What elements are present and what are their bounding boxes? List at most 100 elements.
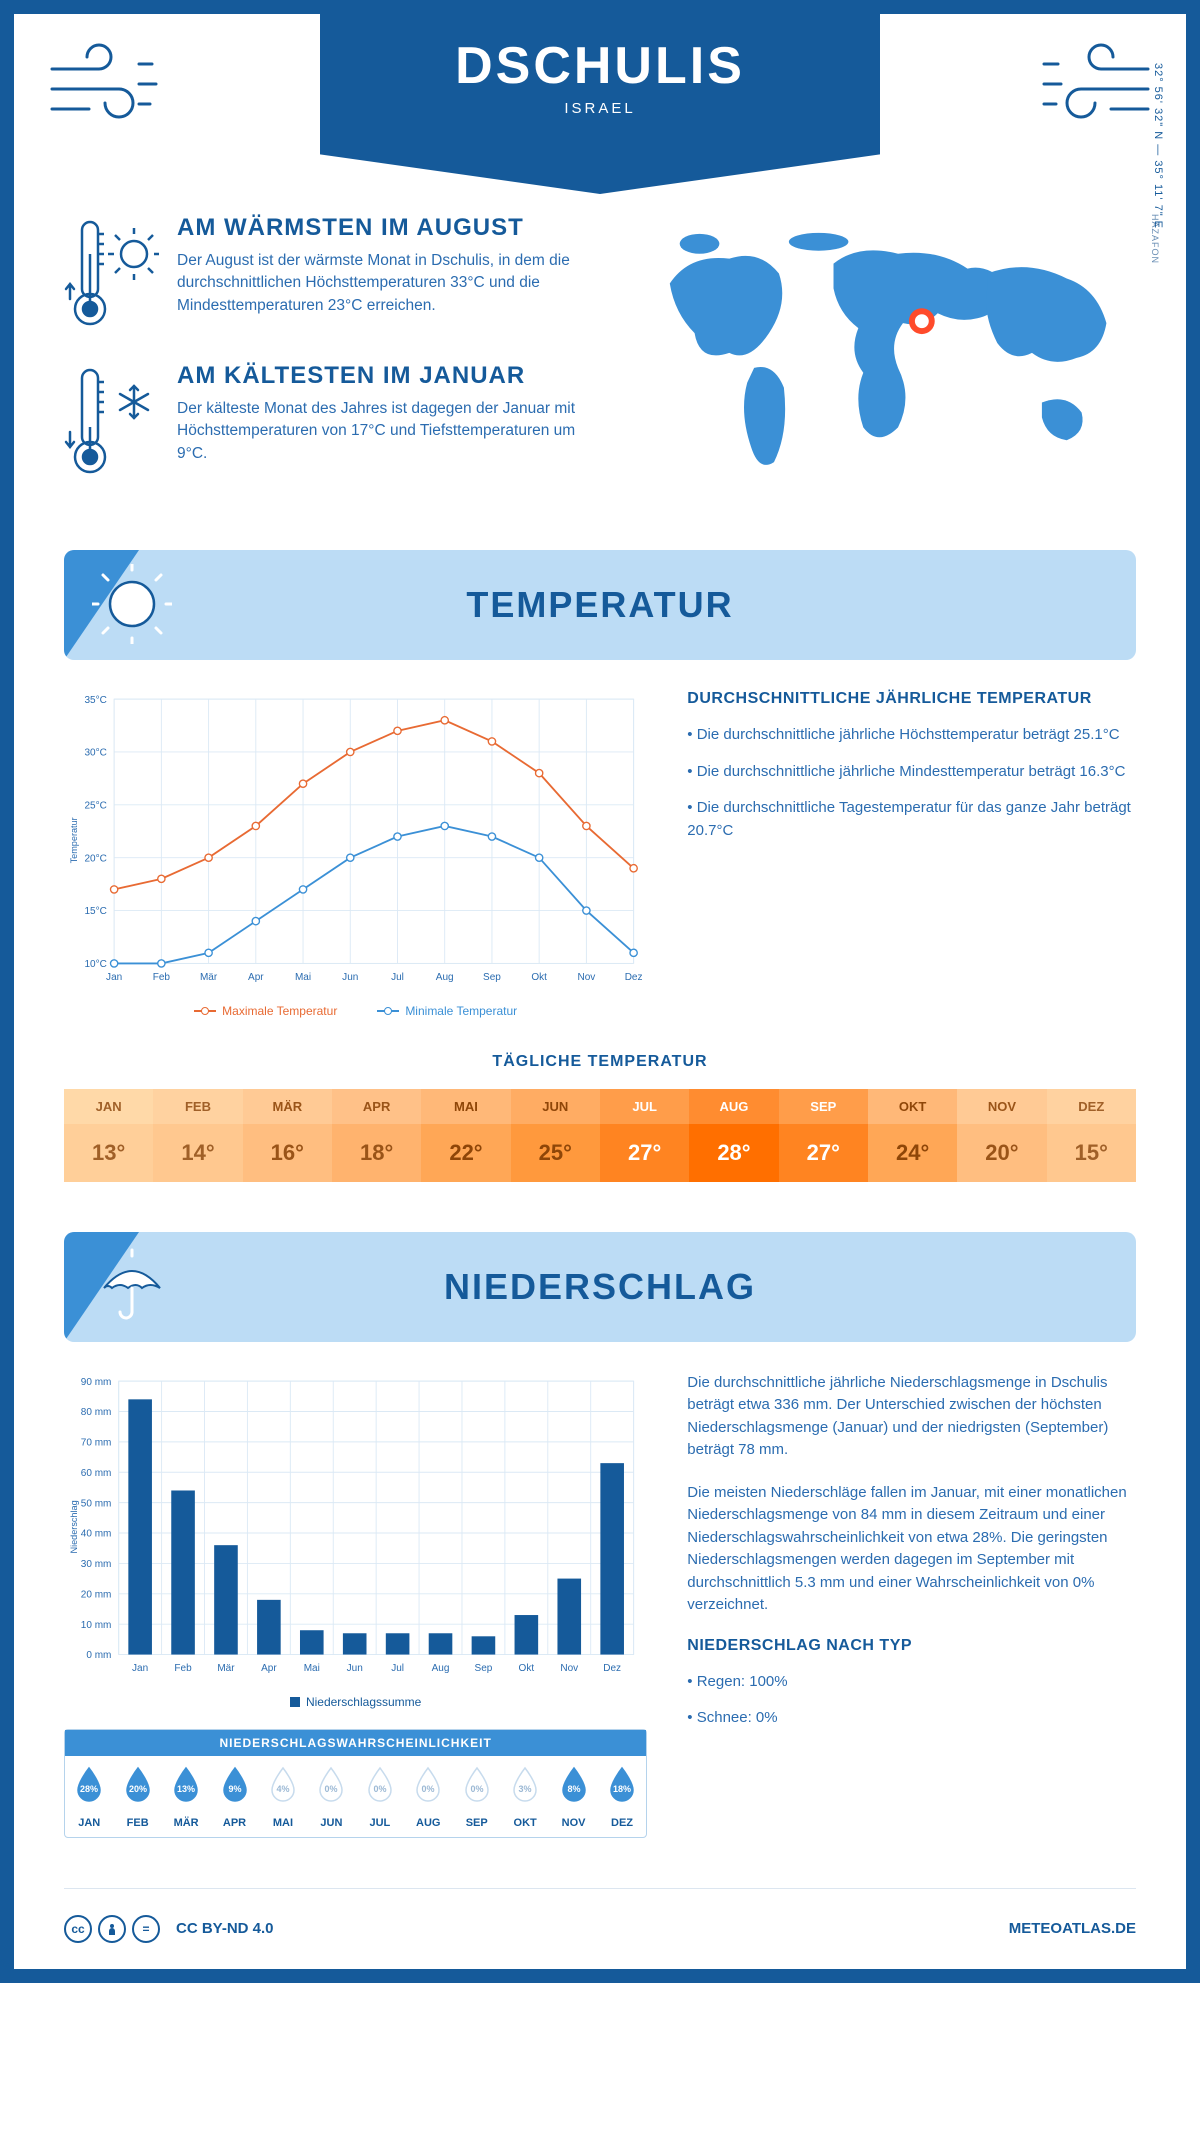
- svg-text:8%: 8%: [567, 1784, 580, 1794]
- drop-icon: 3%: [511, 1766, 539, 1802]
- svg-text:Dez: Dez: [603, 1663, 621, 1674]
- probability-title: NIEDERSCHLAGSWAHRSCHEINLICHKEIT: [65, 1730, 646, 1756]
- svg-text:Dez: Dez: [625, 972, 643, 983]
- prob-cell: 0% AUG: [404, 1756, 452, 1837]
- temp-cell-value: 25°: [511, 1124, 600, 1182]
- svg-text:18%: 18%: [613, 1784, 631, 1794]
- temp-cell-value: 27°: [600, 1124, 689, 1182]
- temp-cell-month: NOV: [957, 1089, 1046, 1124]
- type-bullet: • Regen: 100%: [687, 1671, 1136, 1694]
- precip-legend: Niederschlagssumme: [64, 1695, 647, 1709]
- prob-cell: 28% JAN: [65, 1756, 113, 1837]
- prob-month: NOV: [549, 1817, 597, 1829]
- drop-icon: 0%: [414, 1766, 442, 1802]
- temp-cell-value: 27°: [779, 1124, 868, 1182]
- prob-month: JUN: [307, 1817, 355, 1829]
- drop-icon: 18%: [608, 1766, 636, 1802]
- thermometer-snow-icon: [64, 362, 159, 482]
- svg-text:25°C: 25°C: [84, 800, 106, 811]
- svg-text:4%: 4%: [276, 1784, 289, 1794]
- precip-title: NIEDERSCHLAG: [444, 1266, 756, 1308]
- svg-text:Okt: Okt: [531, 972, 547, 983]
- coords-label: 32° 56' 32" N — 35° 11' 7" E: [1152, 63, 1164, 229]
- temp-cell: JUN25°: [511, 1089, 600, 1182]
- prob-month: MAI: [259, 1817, 307, 1829]
- drop-icon: 13%: [172, 1766, 200, 1802]
- prob-month: MÄR: [162, 1817, 210, 1829]
- drop-icon: 28%: [75, 1766, 103, 1802]
- page-frame: DSCHULIS ISRAEL: [0, 0, 1200, 1983]
- context-row: AM WÄRMSTEN IM AUGUST Der August ist der…: [14, 194, 1186, 540]
- temp-cell-month: APR: [332, 1089, 421, 1124]
- temp-cell: DEZ15°: [1047, 1089, 1136, 1182]
- info-bullet: • Die durchschnittliche jährliche Mindes…: [687, 761, 1136, 784]
- svg-text:20%: 20%: [129, 1784, 147, 1794]
- license-text: CC BY-ND 4.0: [176, 1920, 274, 1937]
- prob-cell: 18% DEZ: [598, 1756, 646, 1837]
- daily-temp-strip: JAN13°FEB14°MÄR16°APR18°MAI22°JUN25°JUL2…: [64, 1089, 1136, 1182]
- temp-cell-value: 15°: [1047, 1124, 1136, 1182]
- temp-cell-value: 28°: [689, 1124, 778, 1182]
- prob-cell: 3% OKT: [501, 1756, 549, 1837]
- daily-temp-title: TÄGLICHE TEMPERATUR: [14, 1053, 1186, 1071]
- temperature-banner: TEMPERATUR: [64, 550, 1136, 660]
- header: DSCHULIS ISRAEL: [14, 14, 1186, 194]
- svg-text:30°C: 30°C: [84, 748, 106, 759]
- svg-text:Jun: Jun: [342, 972, 358, 983]
- svg-text:9%: 9%: [228, 1784, 241, 1794]
- warmest-heading: AM WÄRMSTEN IM AUGUST: [177, 214, 610, 242]
- temp-info-heading: DURCHSCHNITTLICHE JÄHRLICHE TEMPERATUR: [687, 690, 1136, 708]
- warmest-block: AM WÄRMSTEN IM AUGUST Der August ist der…: [64, 214, 610, 334]
- svg-text:Temperatur: Temperatur: [69, 817, 79, 863]
- prob-cell: 13% MÄR: [162, 1756, 210, 1837]
- prob-month: OKT: [501, 1817, 549, 1829]
- svg-text:Sep: Sep: [475, 1663, 493, 1674]
- temp-cell-value: 16°: [243, 1124, 332, 1182]
- temp-cell: JUL27°: [600, 1089, 689, 1182]
- temp-cell-month: FEB: [153, 1089, 242, 1124]
- legend-min: Minimale Temperatur: [405, 1004, 517, 1018]
- precip-legend-label: Niederschlagssumme: [306, 1695, 421, 1709]
- prob-month: FEB: [113, 1817, 161, 1829]
- wind-icon: [1036, 39, 1156, 129]
- drop-icon: 0%: [463, 1766, 491, 1802]
- prob-month: AUG: [404, 1817, 452, 1829]
- temp-cell-value: 24°: [868, 1124, 957, 1182]
- svg-text:Okt: Okt: [519, 1663, 535, 1674]
- world-map-icon: [640, 214, 1136, 492]
- svg-text:80 mm: 80 mm: [81, 1407, 112, 1418]
- cc-icon: cc: [64, 1915, 92, 1943]
- temperature-row: 10°C15°C20°C25°C30°C35°CJanFebMärAprMaiJ…: [14, 690, 1186, 1018]
- prob-month: JAN: [65, 1817, 113, 1829]
- svg-text:28%: 28%: [80, 1784, 98, 1794]
- temp-cell: AUG28°: [689, 1089, 778, 1182]
- footer: cc = CC BY-ND 4.0 METEOATLAS.DE: [64, 1888, 1136, 1969]
- prob-cell: 4% MAI: [259, 1756, 307, 1837]
- temp-cell-value: 22°: [421, 1124, 510, 1182]
- svg-text:0%: 0%: [422, 1784, 435, 1794]
- drop-icon: 9%: [221, 1766, 249, 1802]
- svg-text:Sep: Sep: [483, 972, 501, 983]
- svg-text:20 mm: 20 mm: [81, 1589, 112, 1600]
- svg-text:Feb: Feb: [153, 972, 171, 983]
- prob-cell: 9% APR: [210, 1756, 258, 1837]
- temp-cell-month: SEP: [779, 1089, 868, 1124]
- drop-icon: 0%: [366, 1766, 394, 1802]
- prob-month: DEZ: [598, 1817, 646, 1829]
- temp-cell-value: 18°: [332, 1124, 421, 1182]
- svg-text:Mär: Mär: [200, 972, 218, 983]
- page-title: DSCHULIS: [320, 36, 880, 96]
- svg-text:Jul: Jul: [391, 1663, 404, 1674]
- temp-cell: APR18°: [332, 1089, 421, 1182]
- coldest-heading: AM KÄLTESTEN IM JANUAR: [177, 362, 610, 390]
- precip-left: 0 mm10 mm20 mm30 mm40 mm50 mm60 mm70 mm8…: [64, 1372, 647, 1838]
- thermometer-sun-icon: [64, 214, 159, 334]
- drop-icon: 0%: [317, 1766, 345, 1802]
- svg-text:Mai: Mai: [304, 1663, 320, 1674]
- temp-cell-month: OKT: [868, 1089, 957, 1124]
- coldest-body: Der kälteste Monat des Jahres ist dagege…: [177, 398, 610, 465]
- svg-text:Nov: Nov: [560, 1663, 578, 1674]
- svg-text:Jan: Jan: [132, 1663, 148, 1674]
- svg-text:Apr: Apr: [248, 972, 264, 983]
- svg-text:Feb: Feb: [174, 1663, 192, 1674]
